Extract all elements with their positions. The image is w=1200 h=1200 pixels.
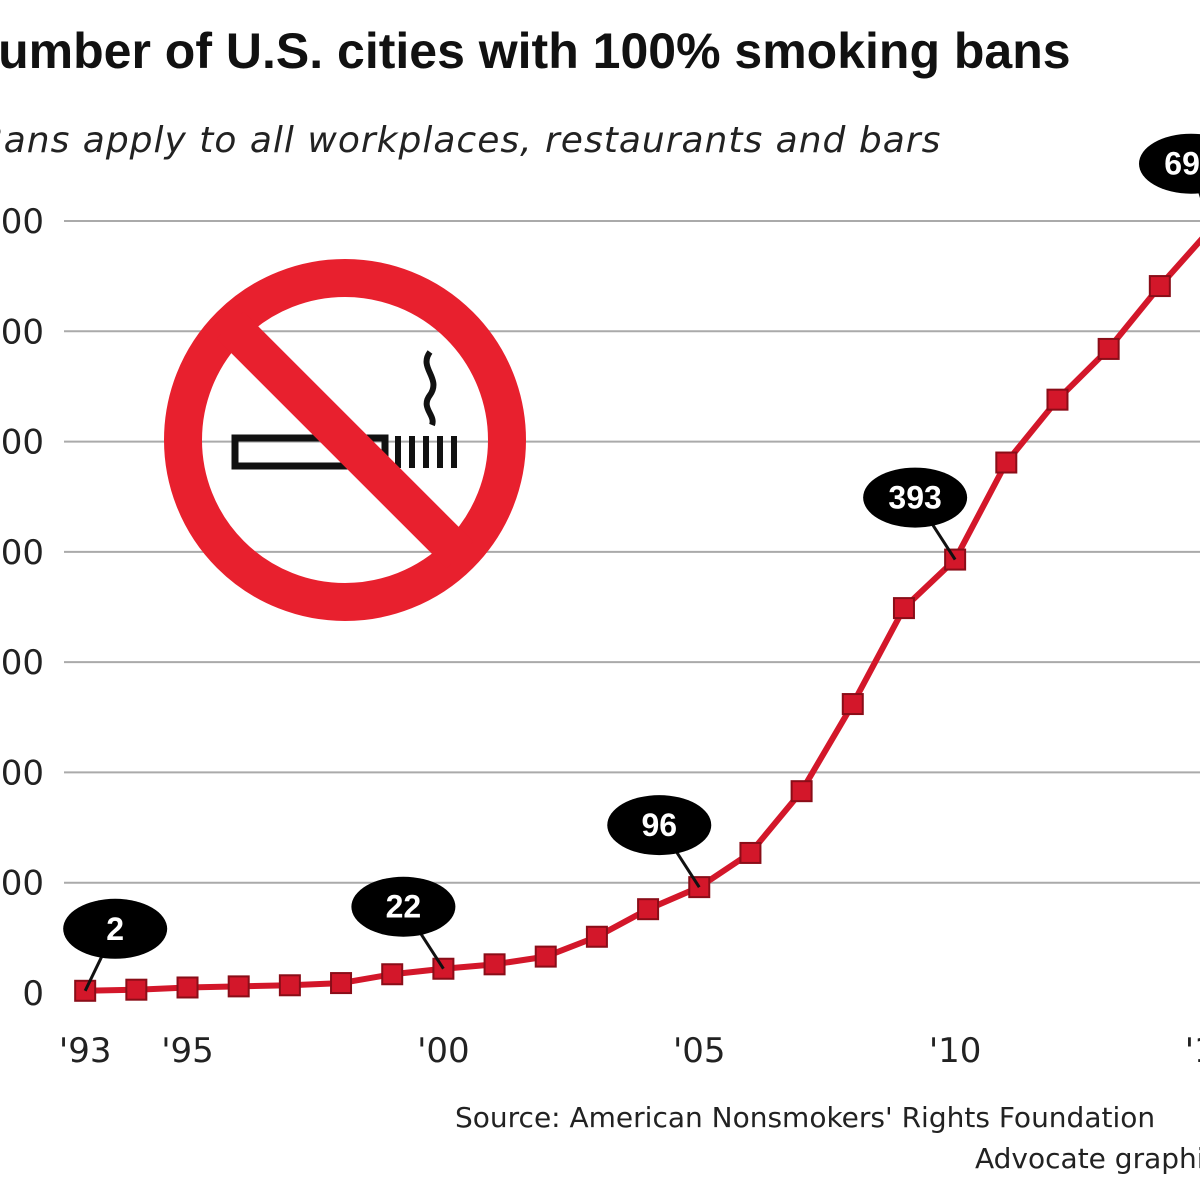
chart-title: Number of U.S. cities with 100% smoking … <box>0 23 1071 79</box>
data-label: 2 <box>106 911 124 947</box>
cigarette <box>231 434 389 470</box>
data-point <box>1046 388 1069 411</box>
data-point <box>637 898 660 921</box>
source-note: Source: American Nonsmokers' Rights Foun… <box>455 1101 1155 1134</box>
prohibition-circle <box>164 259 526 621</box>
data-point <box>585 925 608 948</box>
callout-bubble <box>351 876 456 937</box>
data-point <box>227 975 250 998</box>
callout-bubble <box>607 795 712 856</box>
y-tick-label: 0 <box>22 974 44 1014</box>
data-point <box>534 945 557 968</box>
data-point <box>995 451 1018 474</box>
data-point <box>483 953 506 976</box>
data-point <box>892 597 915 620</box>
y-tick-label: 500 <box>0 423 44 463</box>
callout-bubble <box>863 467 968 528</box>
callout-bubble <box>63 898 168 959</box>
data-point <box>381 963 404 986</box>
data-point <box>1097 337 1120 360</box>
no-smoking-icon <box>164 259 526 621</box>
data-point <box>790 780 813 803</box>
data-point <box>176 976 199 999</box>
data-label: 693 <box>1164 146 1200 182</box>
x-tick-label: '93 <box>59 1031 112 1071</box>
x-tick-label: '05 <box>673 1031 726 1071</box>
data-point <box>739 841 762 864</box>
y-tick-label: 600 <box>0 312 44 352</box>
callout-bubble <box>1139 133 1200 194</box>
data-point <box>1148 275 1171 298</box>
data-point <box>278 974 301 997</box>
data-point <box>125 978 148 1001</box>
y-tick-label: 700 <box>0 202 44 242</box>
cigarette-tip <box>395 436 457 468</box>
data-label: 393 <box>888 480 941 516</box>
y-tick-label: 300 <box>0 643 44 683</box>
x-tick-label: '95 <box>161 1031 214 1071</box>
credit-note: Advocate graphic <box>975 1142 1200 1175</box>
y-tick-label: 200 <box>0 753 44 793</box>
x-tick-label: '15 <box>1185 1031 1200 1071</box>
x-tick-label: '10 <box>929 1031 982 1071</box>
data-point <box>330 972 353 995</box>
chart-subtitle: Bans apply to all workplaces, restaurant… <box>0 120 941 161</box>
y-tick-label: 100 <box>0 864 44 904</box>
prohibition-slash <box>216 311 474 569</box>
y-tick-label: 400 <box>0 533 44 573</box>
data-label: 22 <box>386 889 422 925</box>
data-label: 96 <box>641 807 677 843</box>
smoke <box>423 350 437 427</box>
data-point <box>841 693 864 716</box>
plot-layer: 22296393693 <box>63 133 1200 1002</box>
x-tick-label: '00 <box>417 1031 470 1071</box>
